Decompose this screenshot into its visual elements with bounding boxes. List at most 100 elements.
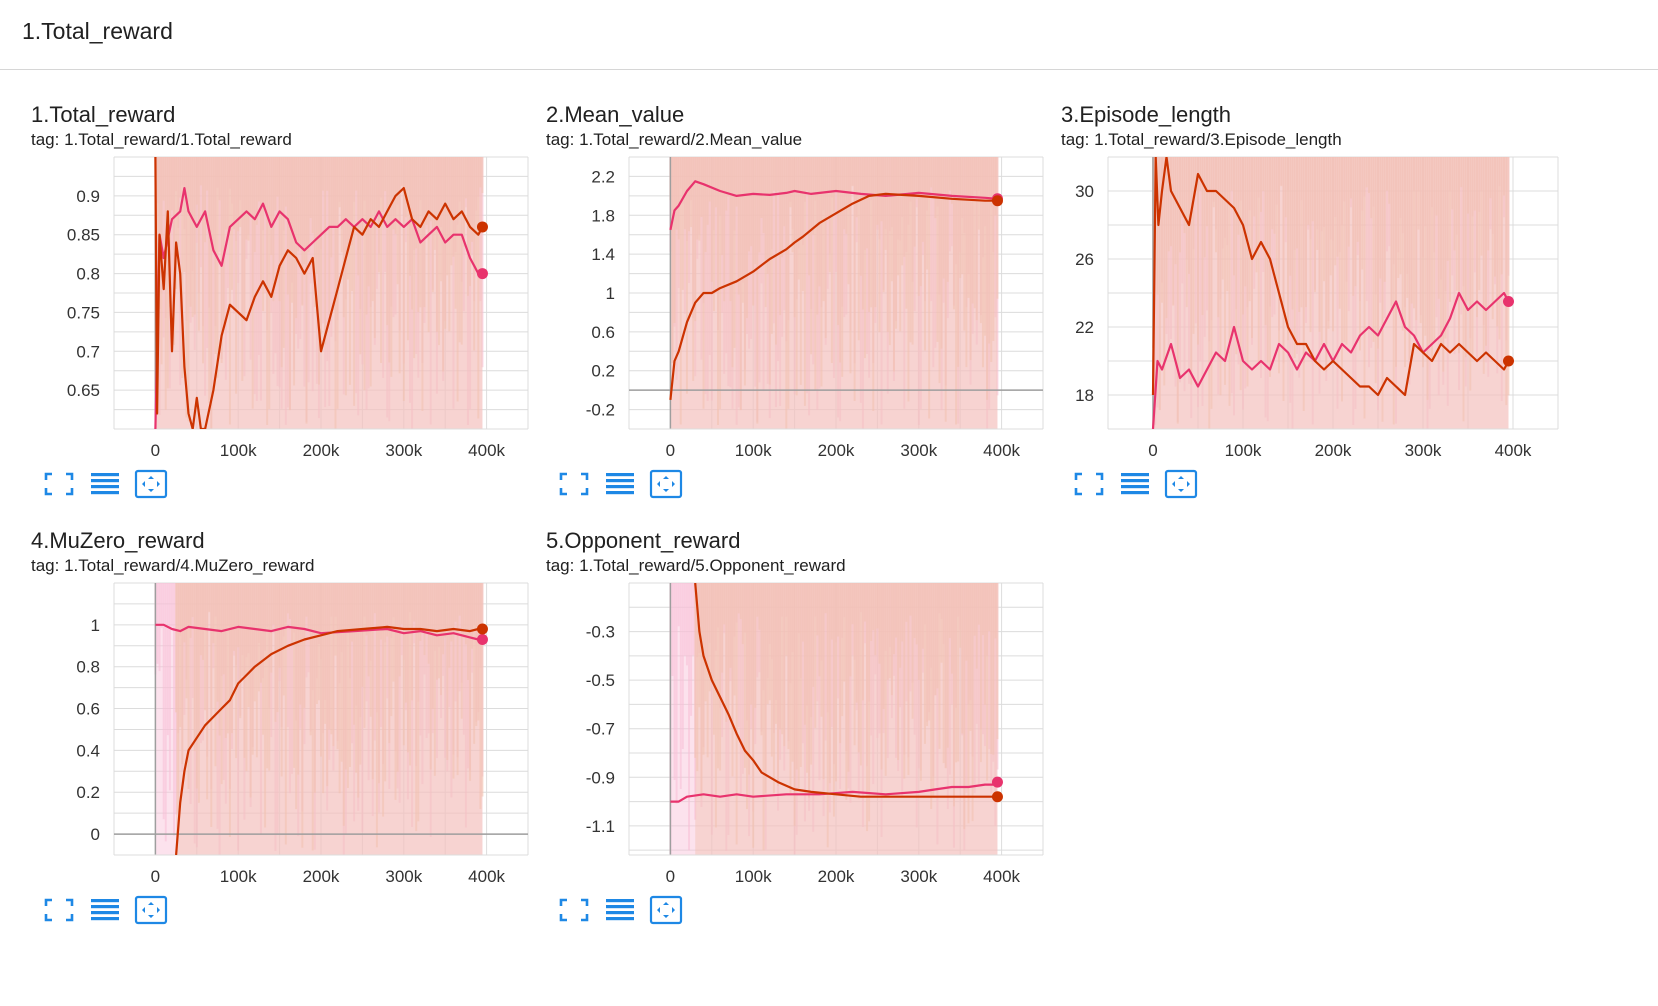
chart-title: 2.Mean_value <box>546 102 685 127</box>
series-line-pink[interactable] <box>1151 291 1510 429</box>
x-tick-label: 300k <box>900 441 937 460</box>
chart-card-mean-value: 2.Mean_value tag: 1.Total_reward/2.Mean_v… <box>515 0 1044 499</box>
raw-data-band <box>154 157 484 429</box>
chart-title: 3.Episode_length <box>1061 102 1232 127</box>
line-chart[interactable]: 0 100k 200k 300k 400k -1.1 -0.9 -0.7 -0.5 -0.3 <box>515 426 1055 886</box>
x-tick-label: 200k <box>818 441 855 460</box>
fullscreen-icon <box>44 898 74 922</box>
y-tick-label: 0.75 <box>67 303 100 322</box>
fullscreen-button[interactable] <box>42 469 76 499</box>
series-line-pink[interactable] <box>155 623 483 641</box>
toggle-log-scale-button[interactable] <box>603 469 637 499</box>
x-tick-label: 100k <box>735 441 772 460</box>
fit-domain-icon <box>134 895 168 925</box>
fullscreen-button[interactable] <box>557 895 591 925</box>
y-tick-label: -0.2 <box>586 401 615 420</box>
band-area <box>670 157 998 429</box>
x-tick-label: 0 <box>151 441 160 460</box>
fullscreen-icon <box>559 472 589 496</box>
chart-title: 5.Opponent_reward <box>546 528 741 553</box>
fullscreen-icon <box>559 898 589 922</box>
x-tick-label: 0 <box>666 867 675 886</box>
y-tick-label: 0.2 <box>591 362 615 381</box>
x-tick-label: 400k <box>983 441 1020 460</box>
y-tick-label: -1.1 <box>586 817 615 836</box>
chart-title: 4.MuZero_reward <box>31 528 205 553</box>
line-chart[interactable]: 0 100k 200k 300k 400k 0 0.2 0.4 0.6 0.8 1 <box>0 426 540 886</box>
x-tick-label: 400k <box>468 441 505 460</box>
x-tick-label: 200k <box>818 867 855 886</box>
chart-tag: tag: 1.Total_reward/2.Mean_value <box>546 130 803 149</box>
y-tick-label: 0.8 <box>76 658 100 677</box>
y-tick-label: 1 <box>91 616 100 635</box>
x-tick-label: 100k <box>220 441 257 460</box>
raw-data-band <box>154 583 484 855</box>
series-end-point-pink[interactable] <box>476 268 488 280</box>
fit-domain-icon <box>649 469 683 499</box>
toggle-log-scale-button[interactable] <box>88 469 122 499</box>
x-tick-label: 400k <box>1495 441 1532 460</box>
series-line-orange[interactable] <box>1151 157 1510 397</box>
y-tick-label: 0.8 <box>76 265 100 284</box>
series-end-point-pink[interactable] <box>1503 296 1514 307</box>
series-end-point-orange[interactable] <box>476 221 488 233</box>
y-tick-label: 0.6 <box>76 700 100 719</box>
fit-domain-button[interactable] <box>1164 469 1198 499</box>
y-tick-label: 1.8 <box>591 206 615 225</box>
y-tick-label: 30 <box>1075 182 1094 201</box>
series-line-orange[interactable] <box>694 583 998 798</box>
toggle-log-scale-icon <box>606 899 634 921</box>
y-tick-label: 1.4 <box>591 245 615 264</box>
group-title[interactable]: 1.Total_reward <box>22 18 173 44</box>
toggle-log-scale-icon <box>91 473 119 495</box>
y-tick-label: 26 <box>1075 250 1094 269</box>
toggle-log-scale-button[interactable] <box>88 895 122 925</box>
toggle-log-scale-icon <box>606 473 634 495</box>
series-line-pink[interactable] <box>154 187 483 429</box>
fit-domain-button[interactable] <box>134 469 168 499</box>
series-end-point-orange[interactable] <box>991 791 1003 803</box>
toggle-log-scale-button[interactable] <box>603 895 637 925</box>
series-end-point-orange[interactable] <box>476 623 488 635</box>
line-chart[interactable]: 0 100k 200k 300k 400k -0.2 0.2 0.6 1 1.4 1.8 2.2 <box>515 0 1055 460</box>
line-chart[interactable]: 0 100k 200k 300k 400k 18 22 26 30 <box>1030 0 1570 460</box>
fullscreen-button[interactable] <box>557 469 591 499</box>
series-end-point-pink[interactable] <box>476 633 488 645</box>
series-line-orange[interactable] <box>175 625 483 855</box>
x-tick-label: 200k <box>303 441 340 460</box>
series-end-point-orange[interactable] <box>1503 355 1514 367</box>
series-end-point-pink[interactable] <box>991 776 1003 788</box>
x-tick-label: 0 <box>1148 441 1157 460</box>
chart-title: 1.Total_reward <box>31 102 176 127</box>
series-end-point-orange[interactable] <box>991 195 1003 207</box>
y-tick-label: 18 <box>1075 386 1094 405</box>
x-tick-label: 300k <box>385 867 422 886</box>
y-tick-label: 0 <box>91 825 100 844</box>
chart-card-opponent-reward: 5.Opponent_reward tag: 1.Total_reward/5.O… <box>515 426 1044 925</box>
x-tick-label: 300k <box>385 441 422 460</box>
series-line-orange[interactable] <box>154 157 484 429</box>
x-tick-label: 0 <box>666 441 675 460</box>
fit-domain-button[interactable] <box>649 469 683 499</box>
x-tick-label: 200k <box>1315 441 1352 460</box>
toggle-log-scale-button[interactable] <box>1118 469 1152 499</box>
x-tick-label: 400k <box>468 867 505 886</box>
fit-domain-button[interactable] <box>134 895 168 925</box>
band-area <box>695 583 998 855</box>
fullscreen-button[interactable] <box>42 895 76 925</box>
chart-card-total-reward: 1.Total_reward tag: 1.Total_reward/1.Tota… <box>0 0 529 499</box>
series-line-pink[interactable] <box>669 180 998 231</box>
y-tick-label: 2.2 <box>591 167 615 186</box>
fullscreen-button[interactable] <box>1072 469 1106 499</box>
band-area <box>176 583 483 855</box>
chart-tag: tag: 1.Total_reward/5.Opponent_reward <box>546 556 846 575</box>
y-tick-label: -0.3 <box>586 623 615 642</box>
chart-card-muzero-reward: 4.MuZero_reward tag: 1.Total_reward/4.MuZ… <box>0 426 529 925</box>
line-chart[interactable]: 0 100k 200k 300k 400k 0.65 0.7 0.75 0.8 0.85 0.9 <box>0 0 540 460</box>
y-tick-label: 0.4 <box>76 741 100 760</box>
y-tick-label: 0.6 <box>591 323 615 342</box>
fit-domain-button[interactable] <box>649 895 683 925</box>
series-line-pink[interactable] <box>670 781 999 803</box>
series-line-orange[interactable] <box>669 192 998 401</box>
x-tick-label: 100k <box>735 867 772 886</box>
